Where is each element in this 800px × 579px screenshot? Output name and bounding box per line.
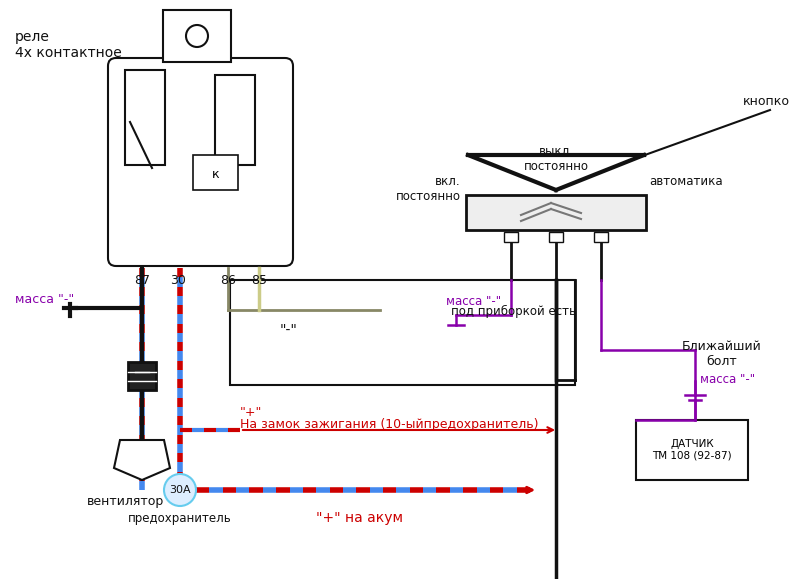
Text: масса "-": масса "-" (15, 293, 74, 306)
Text: 86: 86 (220, 274, 236, 287)
Text: "+": "+" (240, 406, 262, 419)
Text: "+" на акум: "+" на акум (317, 511, 403, 525)
Text: к: к (212, 167, 220, 181)
Text: 30А: 30А (169, 485, 191, 495)
Text: масса "-": масса "-" (700, 373, 755, 386)
Bar (215, 75, 255, 165)
Polygon shape (114, 440, 170, 480)
Text: 87: 87 (134, 274, 150, 287)
Circle shape (164, 474, 196, 506)
Text: "-": "-" (280, 323, 298, 337)
FancyBboxPatch shape (108, 58, 293, 266)
Text: На замок зажигания (10-ыйпредохранитель): На замок зажигания (10-ыйпредохранитель) (240, 418, 538, 431)
Text: масса "-": масса "-" (446, 295, 501, 308)
Text: предохранитель: предохранитель (128, 512, 232, 525)
Circle shape (186, 25, 208, 47)
Bar (128, 362, 156, 390)
Text: реле
4х контактное: реле 4х контактное (15, 30, 122, 60)
Text: 85: 85 (251, 274, 267, 287)
Text: автоматика: автоматика (649, 175, 722, 188)
Text: вентилятор: вентилятор (86, 495, 164, 508)
Text: Ближайший
болт: Ближайший болт (682, 340, 762, 368)
Text: выкл.
постоянно: выкл. постоянно (523, 145, 589, 173)
Text: вкл.
постоянно: вкл. постоянно (396, 175, 461, 203)
Bar (230, 280, 575, 385)
Bar (163, 10, 231, 62)
Bar (636, 420, 748, 480)
Text: под приборкой есть: под приборкой есть (451, 305, 576, 318)
Bar (594, 232, 608, 242)
Bar (193, 155, 238, 190)
Text: ДАТЧИК
ТМ 108 (92-87): ДАТЧИК ТМ 108 (92-87) (652, 439, 732, 461)
Bar (466, 195, 646, 230)
Bar (549, 232, 563, 242)
Text: кнопко: кнопко (743, 95, 790, 108)
Text: 30: 30 (170, 274, 186, 287)
Bar (125, 70, 165, 165)
Bar (504, 232, 518, 242)
